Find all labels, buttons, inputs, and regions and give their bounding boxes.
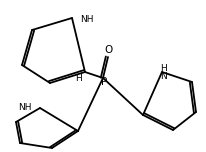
Text: O: O xyxy=(104,45,112,55)
Text: N: N xyxy=(160,73,167,81)
Text: NH: NH xyxy=(80,16,93,24)
Text: NH: NH xyxy=(18,102,32,112)
Text: H: H xyxy=(75,74,82,83)
Text: P: P xyxy=(100,77,107,87)
Text: H: H xyxy=(160,64,167,74)
